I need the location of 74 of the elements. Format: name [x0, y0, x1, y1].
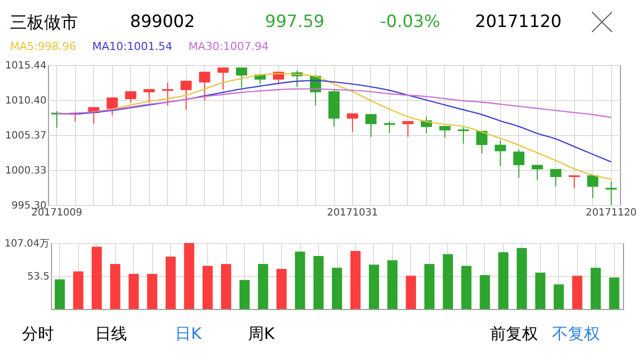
x-tick-label: 20171120	[586, 208, 637, 218]
candlestick	[180, 80, 192, 110]
bar	[202, 266, 213, 309]
bar	[313, 256, 324, 309]
candlestick	[236, 68, 248, 88]
bar	[572, 276, 582, 309]
y-tick-label: 1005.37	[5, 130, 46, 142]
x-tick-label: 20171031	[327, 208, 378, 218]
candlestick	[513, 148, 524, 178]
text: 日K	[175, 324, 202, 345]
candlestick	[218, 68, 229, 90]
bar	[535, 272, 546, 309]
y-tick-label: 1015.44	[5, 60, 46, 72]
bar	[442, 254, 453, 309]
text: 分时	[22, 324, 54, 345]
text: MA30:1007.94	[188, 40, 269, 53]
text: 日线	[95, 324, 127, 345]
y-tick-label: 53.5	[27, 272, 50, 282]
bar	[221, 264, 232, 309]
text: -0.03%	[380, 12, 440, 32]
candlestick	[365, 114, 377, 138]
candlestick	[458, 126, 469, 144]
bar	[128, 274, 139, 309]
candlestick	[476, 130, 488, 154]
candlestick	[494, 140, 506, 167]
text: MA10:1001.54	[92, 40, 172, 53]
text: 20171120	[475, 12, 562, 32]
bar	[480, 275, 490, 309]
bar	[276, 268, 287, 309]
bar	[147, 274, 158, 309]
text: 前复权	[490, 324, 538, 345]
candlestick	[125, 90, 136, 104]
bar	[406, 276, 416, 309]
bar	[294, 252, 306, 309]
bar	[258, 264, 268, 309]
bar	[92, 246, 102, 309]
bar	[332, 268, 342, 309]
candlestick	[199, 72, 210, 102]
bar	[516, 248, 527, 309]
bar	[184, 243, 194, 309]
candlestick	[606, 180, 617, 206]
candlestick	[550, 169, 562, 187]
bar	[73, 271, 84, 309]
y-tick-label: 1000.33	[5, 166, 46, 177]
bar	[461, 266, 472, 309]
candlestick	[587, 174, 598, 199]
bar	[554, 284, 564, 309]
bar	[498, 252, 508, 309]
candlestick	[162, 82, 174, 106]
chart-title: 三板做市	[10, 12, 78, 34]
y-tick-label: 1010.40	[5, 96, 46, 107]
text: 899002	[130, 12, 195, 32]
candlestick	[402, 121, 414, 138]
bar	[240, 280, 250, 309]
text: 997.59	[265, 12, 324, 32]
bar	[110, 264, 120, 309]
candlestick	[532, 164, 543, 180]
bar	[387, 260, 398, 309]
bar	[609, 278, 620, 309]
candlestick	[384, 121, 396, 134]
bar	[54, 279, 65, 309]
candlestick	[144, 89, 155, 104]
bar	[350, 251, 361, 309]
bar	[424, 264, 434, 309]
candlestick	[106, 96, 118, 116]
y-tick-label: 107.04万	[4, 238, 50, 250]
text: MA5:998.96	[10, 40, 76, 53]
candlestick	[346, 113, 358, 133]
text: 周K	[248, 324, 274, 345]
candlestick	[568, 175, 580, 189]
text: 不复权	[552, 324, 600, 345]
bar	[368, 264, 380, 309]
bar	[590, 268, 601, 309]
bar	[166, 256, 176, 309]
